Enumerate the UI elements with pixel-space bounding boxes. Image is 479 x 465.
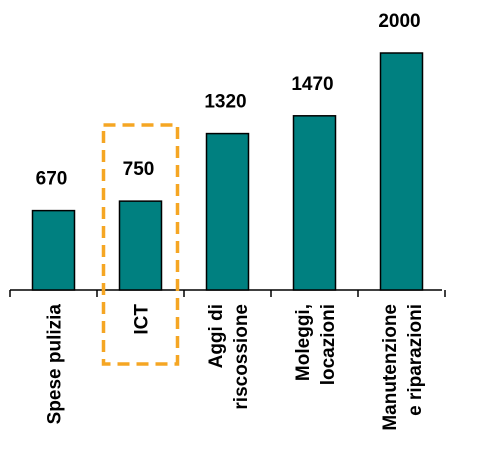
x-tick-label: Aggi di <box>206 304 227 368</box>
x-tick-label: Moleggi, <box>293 304 314 381</box>
x-tick-label: e riparazioni <box>405 304 426 416</box>
data-label: 670 <box>36 169 68 190</box>
bar-5 <box>379 52 424 291</box>
bar-4 <box>292 115 337 291</box>
bar-1 <box>31 209 76 291</box>
x-tick-label: riscossione <box>231 304 252 410</box>
data-label: 1320 <box>204 92 246 113</box>
highlight-frame <box>101 123 180 366</box>
bar-2 <box>118 200 163 291</box>
x-tick-label: locazioni <box>318 304 339 385</box>
x-tick-label: Manutenzione <box>380 304 401 431</box>
bar-3 <box>205 132 250 291</box>
data-label: 750 <box>123 159 155 180</box>
data-label: 2000 <box>378 11 420 32</box>
x-tick-label: ICT <box>132 304 153 335</box>
x-tick-label: Spese pulizia <box>45 304 66 425</box>
data-label: 1470 <box>291 74 333 95</box>
